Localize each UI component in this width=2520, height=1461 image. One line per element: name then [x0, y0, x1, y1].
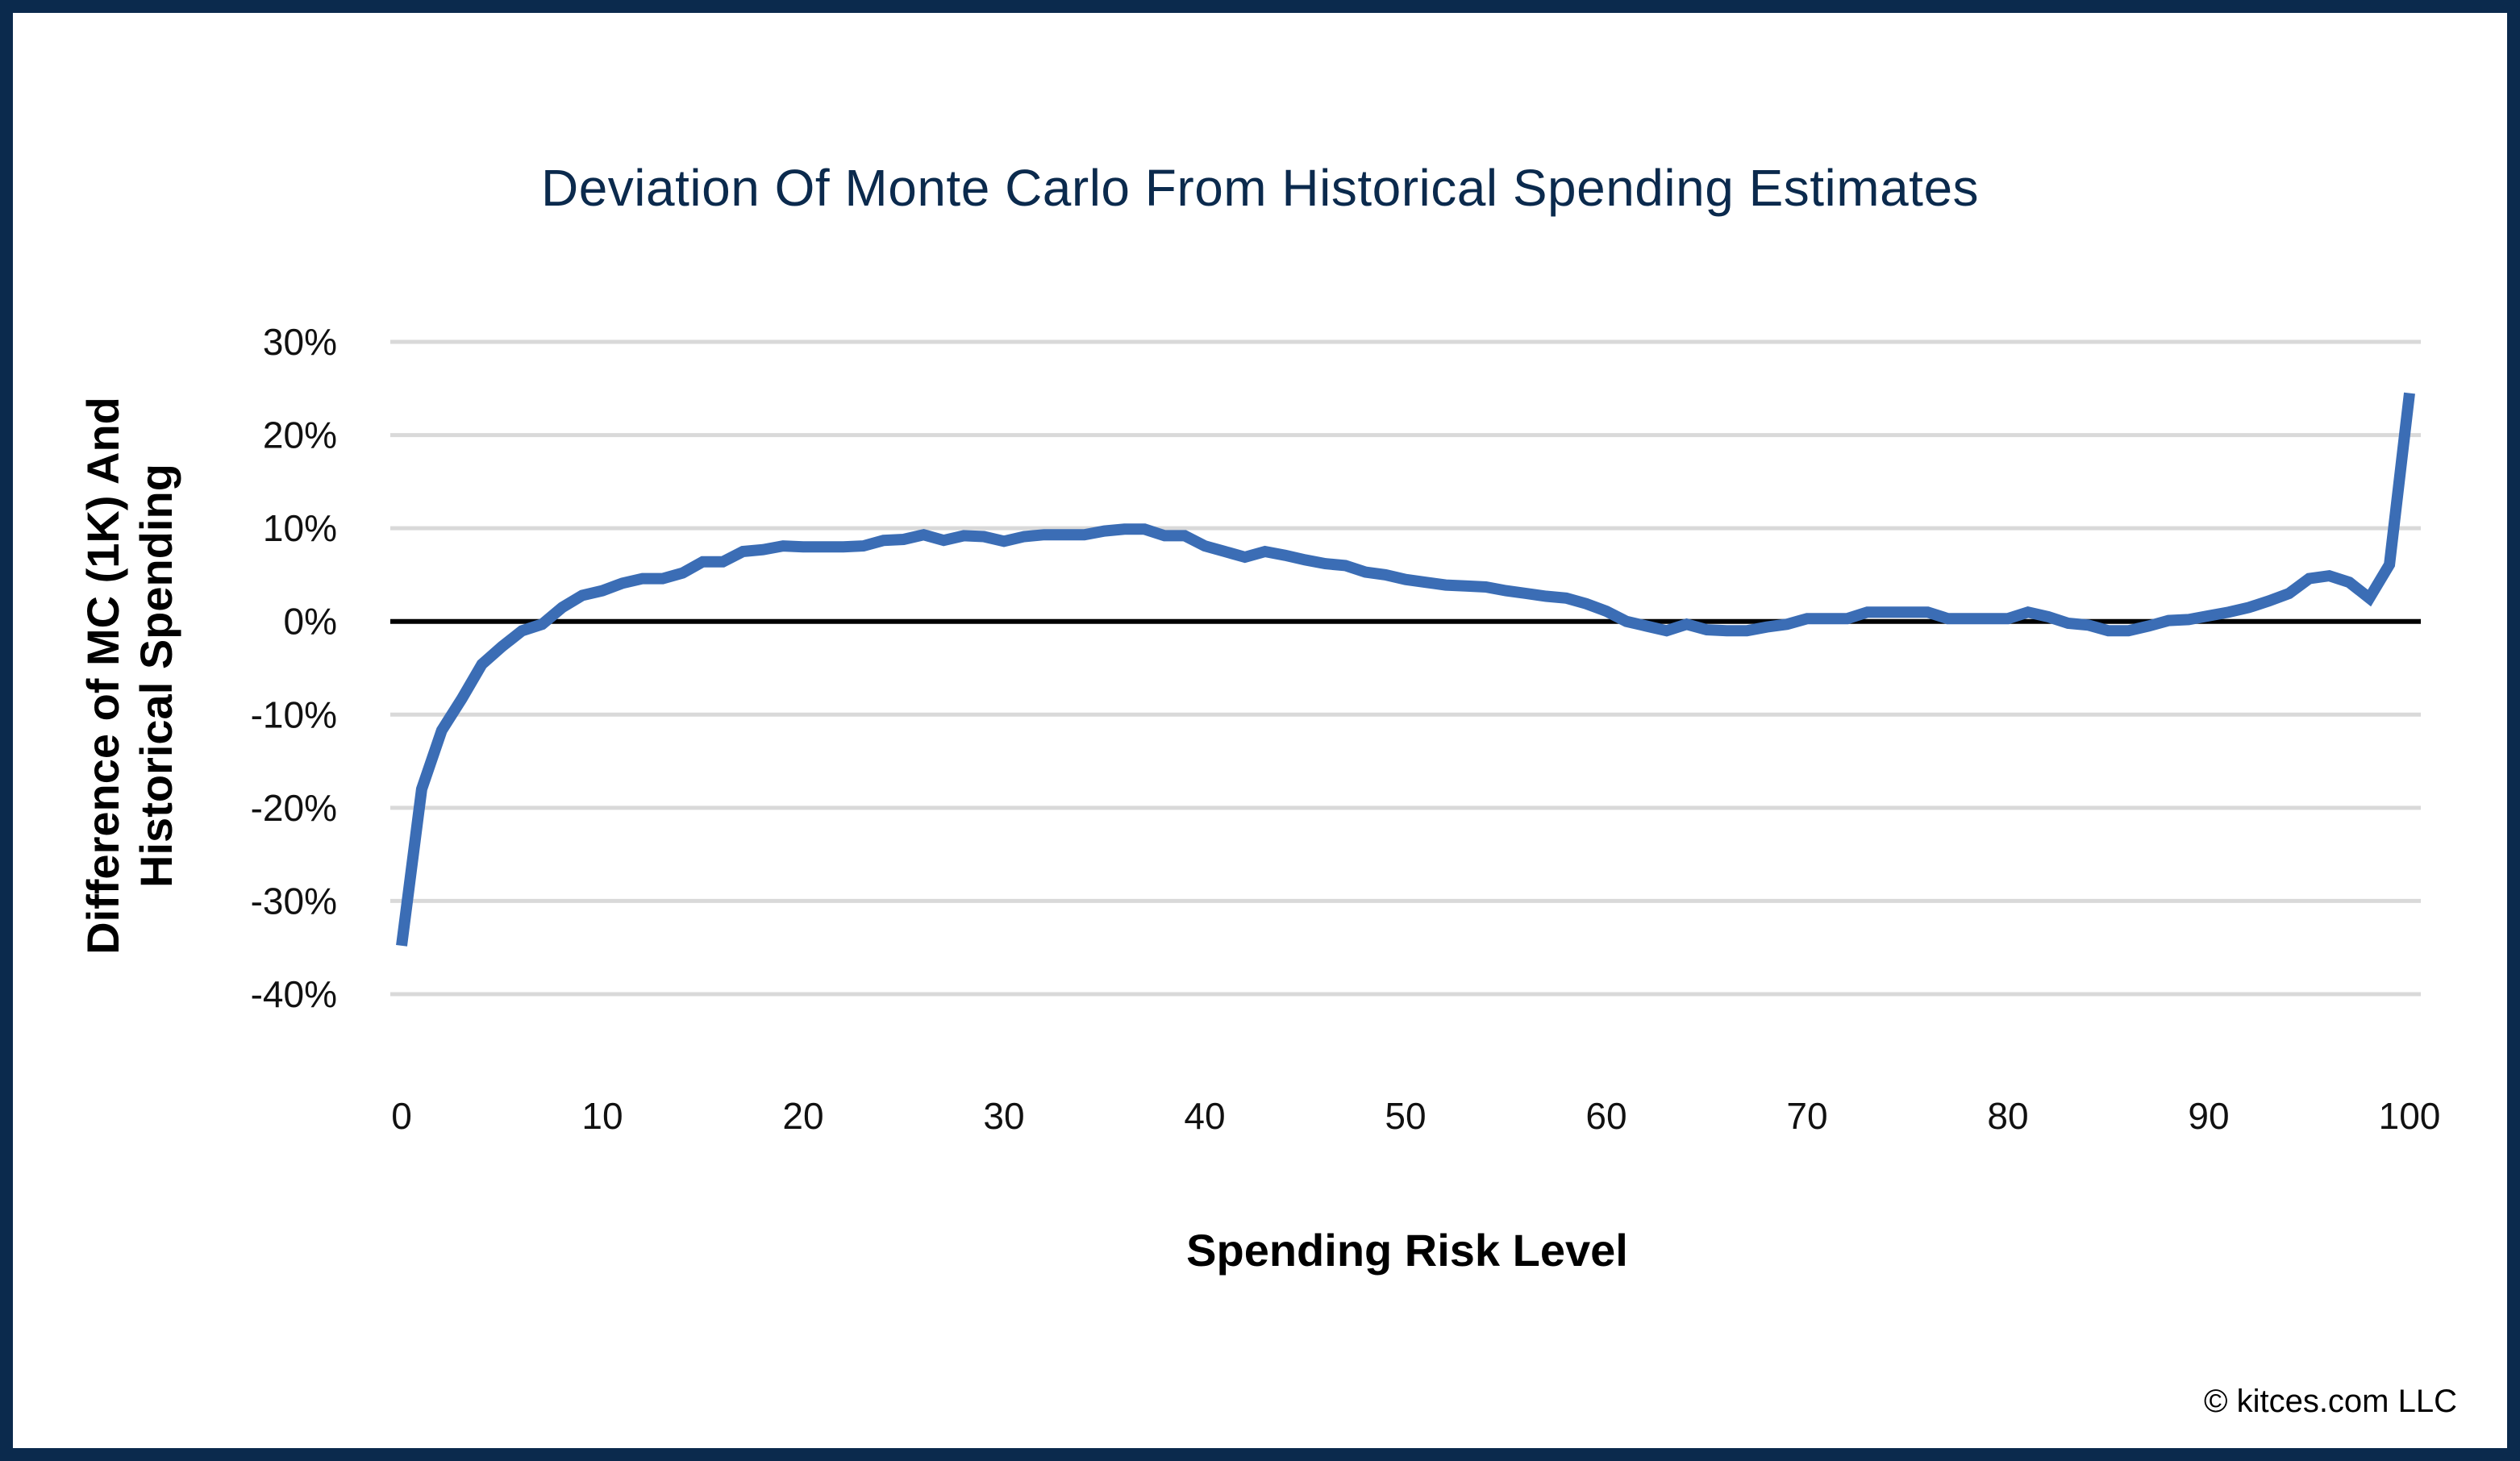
x-tick-label: 10 — [581, 1095, 623, 1137]
x-tick-label: 60 — [1585, 1095, 1627, 1137]
x-tick-label: 90 — [2188, 1095, 2229, 1137]
x-tick-label: 70 — [1786, 1095, 1827, 1137]
y-tick-label: 20% — [263, 414, 337, 456]
y-tick-label: 10% — [263, 507, 337, 549]
x-axis-label: Spending Risk Level — [1186, 1225, 1628, 1276]
chart-title: Deviation Of Monte Carlo From Historical… — [540, 159, 1980, 217]
copyright-credit: © kitces.com LLC — [2203, 1384, 2457, 1419]
y-tick-label: -40% — [251, 973, 337, 1015]
gridlines — [390, 339, 2421, 997]
x-tick-label: 30 — [983, 1095, 1024, 1137]
x-tick-label: 100 — [2379, 1095, 2441, 1137]
y-tick-label: -30% — [251, 880, 337, 922]
x-tick-labels: 0 10 20 30 40 50 60 70 80 90 100 — [391, 1095, 2440, 1137]
y-tick-labels: 30% 20% 10% 0% -10% -20% -30% -40% — [251, 321, 337, 1015]
series-group — [396, 392, 2415, 947]
x-tick-label: 50 — [1385, 1095, 1426, 1137]
x-tick-label: 20 — [782, 1095, 823, 1137]
x-tick-label: 0 — [391, 1095, 412, 1137]
y-tick-label: 0% — [284, 601, 337, 643]
y-tick-label: -20% — [251, 787, 337, 829]
y-tick-label: -10% — [251, 693, 337, 735]
series-line — [396, 392, 2415, 947]
y-tick-label: 30% — [263, 321, 337, 363]
x-tick-label: 80 — [1987, 1095, 2028, 1137]
x-tick-label: 40 — [1184, 1095, 1225, 1137]
